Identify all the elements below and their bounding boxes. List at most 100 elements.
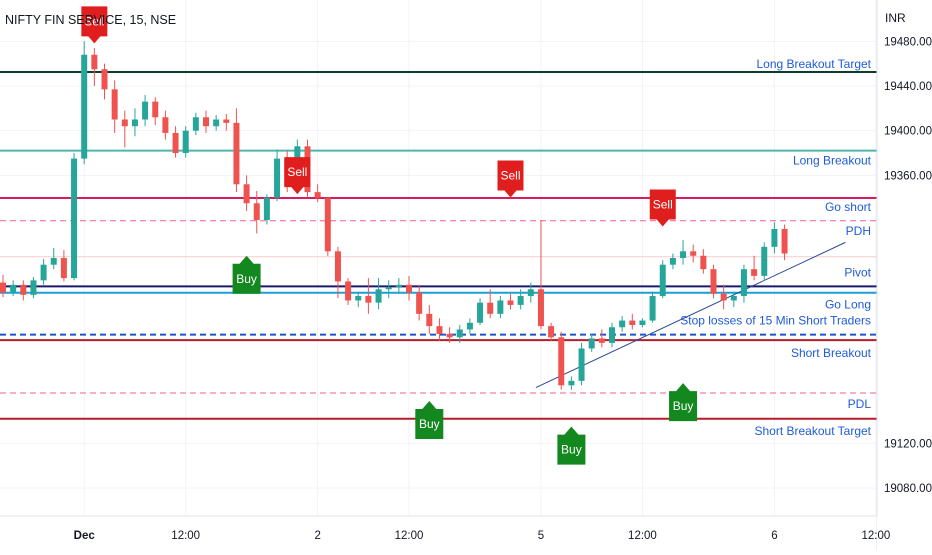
candle-body <box>690 251 697 256</box>
candle-body <box>588 338 595 349</box>
candle-body <box>121 119 128 127</box>
sell-signal[interactable]: Sell <box>284 157 311 195</box>
candle-body <box>111 89 118 120</box>
candle-body <box>446 333 453 338</box>
candle-body <box>517 295 524 305</box>
buy-signal[interactable]: Buy <box>557 426 586 465</box>
candle-body <box>20 284 27 295</box>
candle-body <box>639 320 646 326</box>
candle-body <box>466 322 473 330</box>
candle-body <box>609 327 615 343</box>
candle-body <box>669 258 676 265</box>
level-name-label: PDH <box>846 224 871 238</box>
candle-body <box>334 251 341 282</box>
time-tick-label: 2 <box>314 530 320 542</box>
candle-body <box>395 284 402 288</box>
candle-body <box>131 119 138 127</box>
buy-signal-marker <box>669 383 698 422</box>
candle-body <box>324 197 331 252</box>
level-name-label: Short Breakout <box>791 346 872 360</box>
sell-signal[interactable]: Sell <box>81 6 108 44</box>
candle-body <box>406 284 412 293</box>
candle-body <box>487 302 494 314</box>
buy-signal-label: Buy <box>236 272 257 286</box>
level-name-label: Pivot <box>844 265 871 279</box>
signals: Sell Sell Sell Sell Buy Buy Buy Buy <box>81 6 698 465</box>
candle-body <box>558 337 565 386</box>
candle-body <box>477 302 484 323</box>
time-tick-label: 12:00 <box>862 530 891 542</box>
time-tick-label: 12:00 <box>628 530 657 542</box>
candle-body <box>365 295 372 303</box>
candle-body <box>537 289 544 327</box>
candle-body <box>548 326 555 338</box>
symbol-title[interactable]: NIFTY FIN SERVICE, 15, NSE <box>5 13 176 27</box>
candle-body <box>700 255 707 270</box>
sell-signal-marker <box>284 157 311 195</box>
time-tick-label: 12:00 <box>171 530 200 542</box>
candle-body <box>771 228 778 247</box>
candle-body <box>182 130 189 154</box>
candle-body <box>101 69 108 90</box>
level-lines <box>0 70 877 420</box>
time-tick-label: Dec <box>74 530 96 542</box>
trendline[interactable] <box>535 241 846 389</box>
candle-body <box>355 295 362 301</box>
candle-body <box>761 246 768 276</box>
candle-body <box>416 292 423 314</box>
candle-body <box>568 380 575 386</box>
candle-body <box>0 282 6 293</box>
candle-body <box>162 117 169 133</box>
candle-body <box>527 289 534 296</box>
candle-body <box>720 293 727 301</box>
candle-body <box>781 228 788 254</box>
time-tick-label: 5 <box>538 530 544 542</box>
buy-signal-marker <box>232 255 261 294</box>
time-tick-label: 12:00 <box>395 530 424 542</box>
currency-label: INR <box>885 11 906 25</box>
price-tick-label: 19440.00 <box>884 81 932 93</box>
candle-body <box>142 101 149 120</box>
price-tick-label: 19360.00 <box>884 170 932 182</box>
candle-body <box>426 313 433 327</box>
candle-body <box>192 117 199 131</box>
time-tick-label: 6 <box>771 530 777 542</box>
sell-signal-marker <box>649 189 676 227</box>
sell-signal-marker <box>81 6 108 44</box>
sell-signal[interactable]: Sell <box>649 189 676 227</box>
candle-body <box>253 203 260 221</box>
candle-body <box>710 269 717 294</box>
candle-body <box>60 258 67 279</box>
candle-body <box>619 320 626 328</box>
candle-body <box>274 158 281 198</box>
candle-body <box>223 119 230 123</box>
candle-body <box>345 281 352 301</box>
candle-body <box>375 289 382 303</box>
price-tick-label: 19080.00 <box>884 483 932 495</box>
buy-signal-marker <box>557 426 586 465</box>
candle-body <box>751 269 758 276</box>
candle-body <box>233 122 240 185</box>
sell-signal-marker <box>497 160 524 198</box>
candle-body <box>203 117 209 127</box>
buy-signal[interactable]: Buy <box>232 255 261 294</box>
candle-body <box>436 326 443 334</box>
buy-signal[interactable]: Buy <box>669 383 698 422</box>
candle-body <box>578 348 585 381</box>
buy-signal[interactable]: Buy <box>415 400 444 439</box>
candle-body <box>497 300 504 314</box>
candles <box>0 41 788 390</box>
candle-body <box>50 258 57 265</box>
price-tick-label: 19120.00 <box>884 438 932 450</box>
price-axis[interactable] <box>877 0 932 550</box>
level-name-label: Stop losses of 15 Min Short Traders <box>680 314 871 328</box>
level-name-label: Long Breakout <box>793 154 872 168</box>
level-name-label: Go Long <box>825 298 871 312</box>
candle-body <box>91 54 98 70</box>
sell-signal[interactable]: Sell <box>497 160 524 198</box>
candle-body <box>507 300 514 305</box>
sell-signal-label: Sell <box>84 14 104 28</box>
candle-body <box>40 264 47 281</box>
